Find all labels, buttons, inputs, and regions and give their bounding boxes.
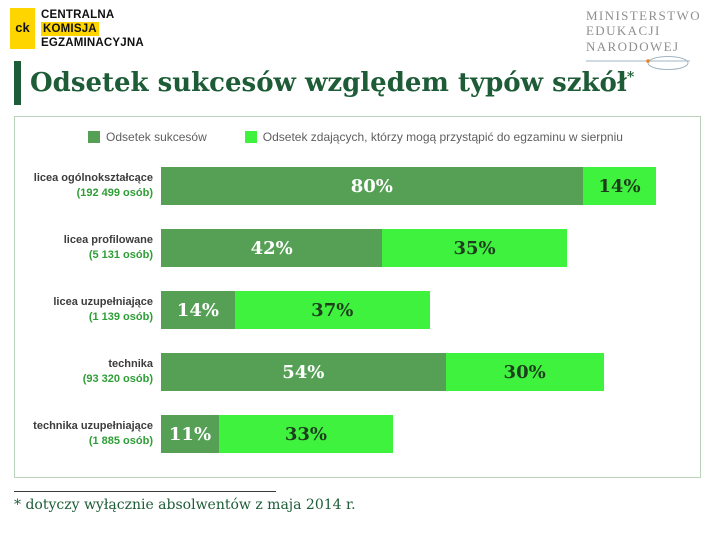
legend-swatch [244, 131, 257, 143]
footnote: * dotyczy wyłącznie absolwentów z maja 2… [14, 497, 356, 513]
cke-line-3: EGZAMINACYJNA [41, 37, 144, 50]
cke-line-2: KOMISJA [41, 22, 99, 37]
cke-logo: ck CENTRALNA KOMISJA EGZAMINACYJNA [10, 8, 144, 50]
category-count: (1 139 osób) [88, 311, 153, 323]
header: ck CENTRALNA KOMISJA EGZAMINACYJNA MINIS… [0, 0, 715, 70]
ministry-logo-text: MINISTERSTWO EDUKACJI NARODOWEJ [586, 8, 701, 54]
category-label: technika uzupełniające (1 885 osób) [23, 419, 161, 449]
category-count: (1 885 osób) [88, 435, 153, 447]
chart-row: licea profilowane (5 131 osób) 42% 35% [23, 217, 688, 279]
ministry-line-1: MINISTERSTWO [585, 8, 701, 23]
category-count: (5 131 osób) [88, 249, 153, 261]
bar-segment: 11% [161, 415, 219, 453]
category-name: licea uzupełniające [53, 296, 153, 309]
bar-segment: 80% [161, 167, 583, 205]
page-title-asterisk: * [626, 69, 635, 86]
bar-segment: 42% [161, 229, 383, 267]
category-name: technika uzupełniające [33, 420, 153, 433]
legend-label: Odsetek sukcesów [106, 130, 207, 144]
bar-track: 42% 35% [161, 229, 688, 267]
category-name: licea ogólnokształcące [33, 172, 153, 185]
ministry-emblem-icon [585, 55, 690, 70]
category-name: licea profilowane [63, 234, 153, 247]
bar-segment: 35% [382, 229, 567, 267]
legend-item: Odsetek sukcesów [88, 130, 207, 144]
page-title-text: Odsetek sukcesów względem typów szkół [30, 68, 627, 98]
page-title: Odsetek sukcesów względem typów szkół* [30, 68, 634, 98]
chart-row: technika uzupełniające (1 885 osób) 11% 33% [23, 403, 688, 465]
cke-line-1: CENTRALNA [41, 9, 115, 21]
chart-legend: Odsetek sukcesów Odsetek zdających, którz… [23, 127, 688, 147]
bar-segment: 14% [161, 291, 235, 329]
title-accent-bar [14, 61, 21, 105]
chart-rows: licea ogólnokształcące (192 499 osób) 80% 1… [23, 155, 688, 465]
chart-row: licea ogólnokształcące (192 499 osób) 80% 1… [23, 155, 688, 217]
chart-row: licea uzupełniające (1 139 osób) 14% 37% [23, 279, 688, 341]
bar-track: 14% 37% [161, 291, 688, 329]
bar-segment: 30% [445, 353, 604, 391]
footnote-wrap: * dotyczy wyłącznie absolwentów z maja 2… [14, 491, 715, 513]
bar-track: 54% 30% [161, 353, 688, 391]
cke-logo-text: CENTRALNA KOMISJA EGZAMINACYJNA [41, 8, 144, 50]
chart-row: technika (93 320 osób) 54% 30% [23, 341, 688, 403]
category-label: licea profilowane (5 131 osób) [23, 233, 161, 263]
title-row: Odsetek sukcesów względem typów szkół* [14, 58, 715, 108]
ministry-logo: MINISTERSTWO EDUKACJI NARODOWEJ [585, 8, 701, 71]
chart: Odsetek sukcesów Odsetek zdających, którz… [14, 116, 701, 478]
ministry-line-2: EDUKACJI [585, 23, 661, 39]
category-count: (192 499 osób) [76, 187, 153, 199]
bar-segment: 33% [218, 415, 393, 453]
category-label: technika (93 320 osób) [23, 357, 161, 387]
category-name: technika [108, 358, 153, 371]
bar-segment: 54% [161, 353, 446, 391]
bar-segment: 14% [582, 167, 657, 205]
bar-track: 11% 33% [161, 415, 688, 453]
legend-label: Odsetek zdających, którzy mogą przystąpi… [262, 130, 623, 144]
category-label: licea ogólnokształcące (192 499 osób) [23, 171, 161, 201]
category-count: (93 320 osób) [82, 373, 153, 385]
legend-item: Odsetek zdających, którzy mogą przystąpi… [244, 130, 623, 144]
legend-swatch [88, 131, 101, 143]
bar-track: 80% 14% [161, 167, 688, 205]
cke-logo-icon: ck [10, 8, 35, 49]
bar-segment: 37% [234, 291, 430, 329]
category-label: licea uzupełniające (1 139 osób) [23, 295, 161, 325]
ministry-line-3: NARODOWEJ [585, 38, 680, 54]
footnote-divider [14, 491, 276, 492]
